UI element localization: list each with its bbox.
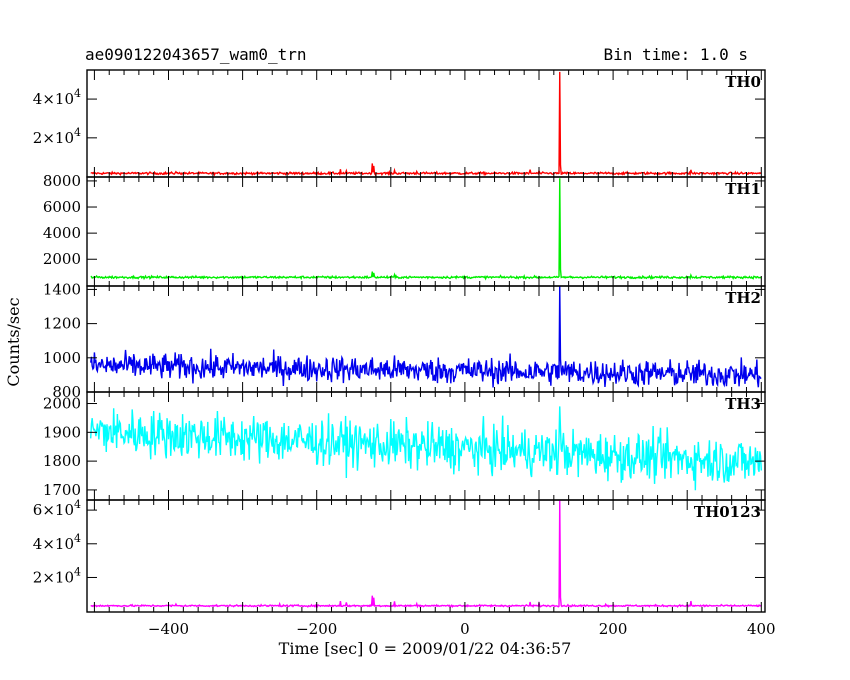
panel-label-th1: TH1 (725, 180, 761, 198)
bin-time-label: Bin time: 1.0 s (604, 45, 749, 64)
series-line-th2 (90, 285, 762, 388)
series-line-th3 (90, 406, 762, 491)
y-tick-label-th2: 1400 (43, 280, 81, 298)
y-tick-label-th0: 2×104 (33, 126, 81, 147)
y-tick-label-th3: 1800 (43, 452, 81, 470)
panels-group: 2×104 4×104 TH0 2000 4000 6000 8000 TH1 800 1000 1… (33, 69, 766, 613)
y-tick-label-th0: 4×104 (33, 87, 81, 108)
y-tick-label-th2: 1200 (43, 315, 81, 333)
plot-title: ae090122043657_wam0_trn (85, 45, 307, 64)
x-tick-label: 200 (599, 620, 628, 638)
panel-label-th0: TH0 (725, 73, 761, 91)
panel-label-th0123: TH0123 (694, 503, 761, 521)
series-line-th0123 (90, 499, 762, 609)
y-tick-label-th3: 1700 (43, 481, 81, 499)
y-tick-label-th2: 1000 (43, 349, 81, 367)
x-axis-label: Time [sec] 0 = 2009/01/22 04:36:57 (279, 639, 572, 658)
y-tick-label-th0123: 4×104 (33, 532, 81, 553)
series-line-th1 (90, 178, 762, 281)
y-tick-label-th1: 6000 (43, 198, 81, 216)
y-axis-label: Counts/sec (4, 297, 23, 386)
x-axis-tick-labels: −400 −200 0 200 400 (148, 620, 776, 638)
x-tick-label: 400 (747, 620, 776, 638)
x-tick-label: 0 (460, 620, 470, 638)
y-tick-label-th0123: 2×104 (33, 565, 81, 586)
series-line-th0 (90, 71, 762, 177)
y-tick-label-th0123: 6×104 (33, 498, 81, 519)
panel-label-th2: TH2 (725, 289, 761, 307)
y-tick-label-th1: 4000 (43, 224, 81, 242)
y-tick-label-th1: 8000 (43, 172, 81, 190)
y-tick-label-th1: 2000 (43, 250, 81, 268)
panel-frame-th0123 (86, 499, 766, 613)
x-tick-label: −200 (296, 620, 337, 638)
y-tick-label-th2: 800 (52, 383, 81, 401)
panel-label-th3: TH3 (725, 395, 761, 413)
panel-frame-th0 (86, 69, 766, 178)
x-tick-label: −400 (148, 620, 189, 638)
panel-frame-th1 (86, 176, 766, 287)
y-tick-label-th3: 1900 (43, 423, 81, 441)
y-tick-label-th3: 2000 (43, 395, 81, 413)
